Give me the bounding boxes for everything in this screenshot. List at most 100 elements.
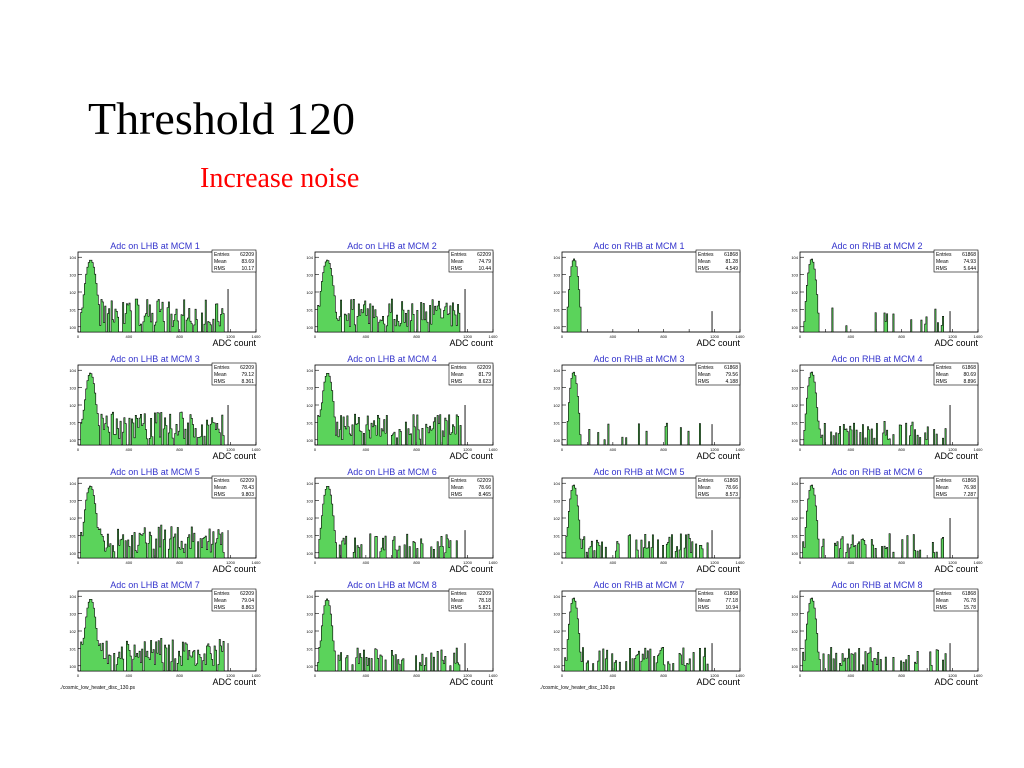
y-tick-label: 103	[553, 273, 560, 278]
histogram-area	[800, 597, 978, 672]
plot-title: Adc on RHB at MCM 6	[831, 467, 922, 477]
y-tick-label: 104	[306, 594, 313, 599]
x-tick-label: 1400	[974, 673, 984, 678]
x-tick-label: 1200	[226, 673, 236, 678]
stats-value: 78.66	[478, 485, 491, 491]
y-tick-label: 100	[791, 664, 798, 669]
stats-value: 62209	[477, 478, 491, 484]
histogram-panel: Adc on LHB at MCM 3 100 101 102 103 104 0 400 80…	[58, 353, 261, 461]
histogram-area	[315, 372, 493, 446]
y-tick-label: 101	[553, 307, 560, 312]
stats-box	[211, 362, 257, 386]
histogram-panel: Adc on RHB at MCM 1 100 101 102 103 104 0 400 80…	[542, 240, 745, 348]
histogram-panel: Adc on RHB at MCM 2 100 101 102 103 104 0 400 80…	[780, 240, 983, 348]
y-tick-label: 100	[306, 438, 313, 443]
y-tick-label: 101	[69, 307, 76, 312]
stats-label: RMS	[936, 379, 948, 385]
plot-title: Adc on LHB at MCM 3	[110, 354, 200, 364]
stats-value: 8.465	[478, 492, 491, 498]
stats-label: Entries	[451, 252, 467, 258]
stats-label: Mean	[451, 259, 464, 265]
stats-label: Entries	[936, 478, 952, 484]
y-tick-label: 100	[791, 325, 798, 330]
stats-value: 10.44	[478, 266, 491, 272]
stats-label: Mean	[451, 372, 464, 378]
stats-value: 8.896	[963, 379, 976, 385]
x-tick-label: 400	[610, 334, 617, 339]
y-tick-label: 100	[69, 325, 76, 330]
y-tick-label: 104	[791, 481, 798, 486]
x-tick-label: 0	[799, 334, 802, 339]
y-tick-label: 102	[306, 290, 313, 295]
x-tick-label: 400	[848, 560, 855, 565]
stats-label: Entries	[698, 365, 714, 371]
x-tick-label: 1400	[489, 560, 499, 565]
x-axis-label: ADC count	[212, 677, 256, 687]
stats-label: RMS	[936, 266, 948, 272]
x-axis-label: ADC count	[449, 338, 493, 348]
histogram-svg: Adc on RHB at MCM 7 100 101 102 103 104 0 400 80…	[553, 580, 745, 687]
x-axis-label: ADC count	[934, 564, 978, 574]
stats-label: Entries	[451, 365, 467, 371]
stats-label: Entries	[214, 365, 230, 371]
y-tick-label: 101	[69, 533, 76, 538]
y-tick-label: 101	[69, 646, 76, 651]
x-tick-label: 0	[77, 673, 80, 678]
y-tick-label: 103	[69, 273, 76, 278]
y-tick-label: 103	[306, 612, 313, 617]
histogram-panel: Adc on LHB at MCM 4 100 101 102 103 104 0 400 80…	[295, 353, 498, 461]
x-tick-label: 800	[413, 560, 420, 565]
y-tick-label: 104	[553, 255, 560, 260]
stats-label: Mean	[936, 598, 949, 604]
x-tick-label: 800	[898, 560, 905, 565]
y-tick-label: 100	[553, 551, 560, 556]
x-tick-label: 1200	[948, 334, 958, 339]
stats-value: 9.803	[241, 492, 254, 498]
y-tick-label: 102	[306, 629, 313, 634]
x-axis-label: ADC count	[449, 564, 493, 574]
y-tick-label: 101	[69, 420, 76, 425]
stats-value: 8.623	[478, 379, 491, 385]
histogram-area	[78, 259, 256, 333]
y-tick-label: 103	[306, 499, 313, 504]
stats-value: 62209	[240, 252, 254, 258]
y-tick-label: 100	[553, 438, 560, 443]
x-tick-label: 1400	[252, 560, 262, 565]
stats-value: 61868	[724, 252, 738, 258]
stats-label: Mean	[936, 485, 949, 491]
stats-value: 10.94	[725, 605, 738, 611]
y-tick-label: 102	[553, 629, 560, 634]
x-tick-label: 1400	[974, 334, 984, 339]
y-tick-label: 102	[69, 290, 76, 295]
stats-value: 80.69	[963, 372, 976, 378]
x-tick-label: 800	[898, 447, 905, 452]
stats-value: 76.98	[963, 485, 976, 491]
stats-value: 76.78	[963, 598, 976, 604]
stats-value: 78.18	[478, 598, 491, 604]
stats-value: 61868	[724, 478, 738, 484]
plot-title: Adc on RHB at MCM 8	[831, 580, 922, 590]
y-tick-label: 101	[306, 646, 313, 651]
plot-title: Adc on LHB at MCM 4	[347, 354, 437, 364]
x-tick-label: 0	[314, 334, 317, 339]
stats-label: Mean	[451, 485, 464, 491]
plot-title: Adc on LHB at MCM 6	[347, 467, 437, 477]
stats-value: 15.78	[963, 605, 976, 611]
y-tick-label: 100	[69, 664, 76, 669]
y-tick-label: 103	[553, 612, 560, 617]
x-tick-label: 1200	[463, 334, 473, 339]
stats-value: 62209	[477, 365, 491, 371]
y-tick-label: 101	[553, 420, 560, 425]
stats-value: 79.56	[725, 372, 738, 378]
stats-box	[695, 588, 741, 612]
y-tick-label: 102	[791, 290, 798, 295]
y-tick-label: 100	[306, 551, 313, 556]
histogram-panel: Adc on RHB at MCM 7 100 101 102 103 104 0 400 80…	[542, 579, 745, 687]
y-tick-label: 102	[791, 629, 798, 634]
y-tick-label: 102	[306, 403, 313, 408]
y-tick-label: 103	[791, 386, 798, 391]
x-tick-label: 400	[848, 447, 855, 452]
stats-label: RMS	[698, 492, 710, 498]
y-tick-label: 103	[306, 386, 313, 391]
x-tick-label: 1400	[974, 447, 984, 452]
